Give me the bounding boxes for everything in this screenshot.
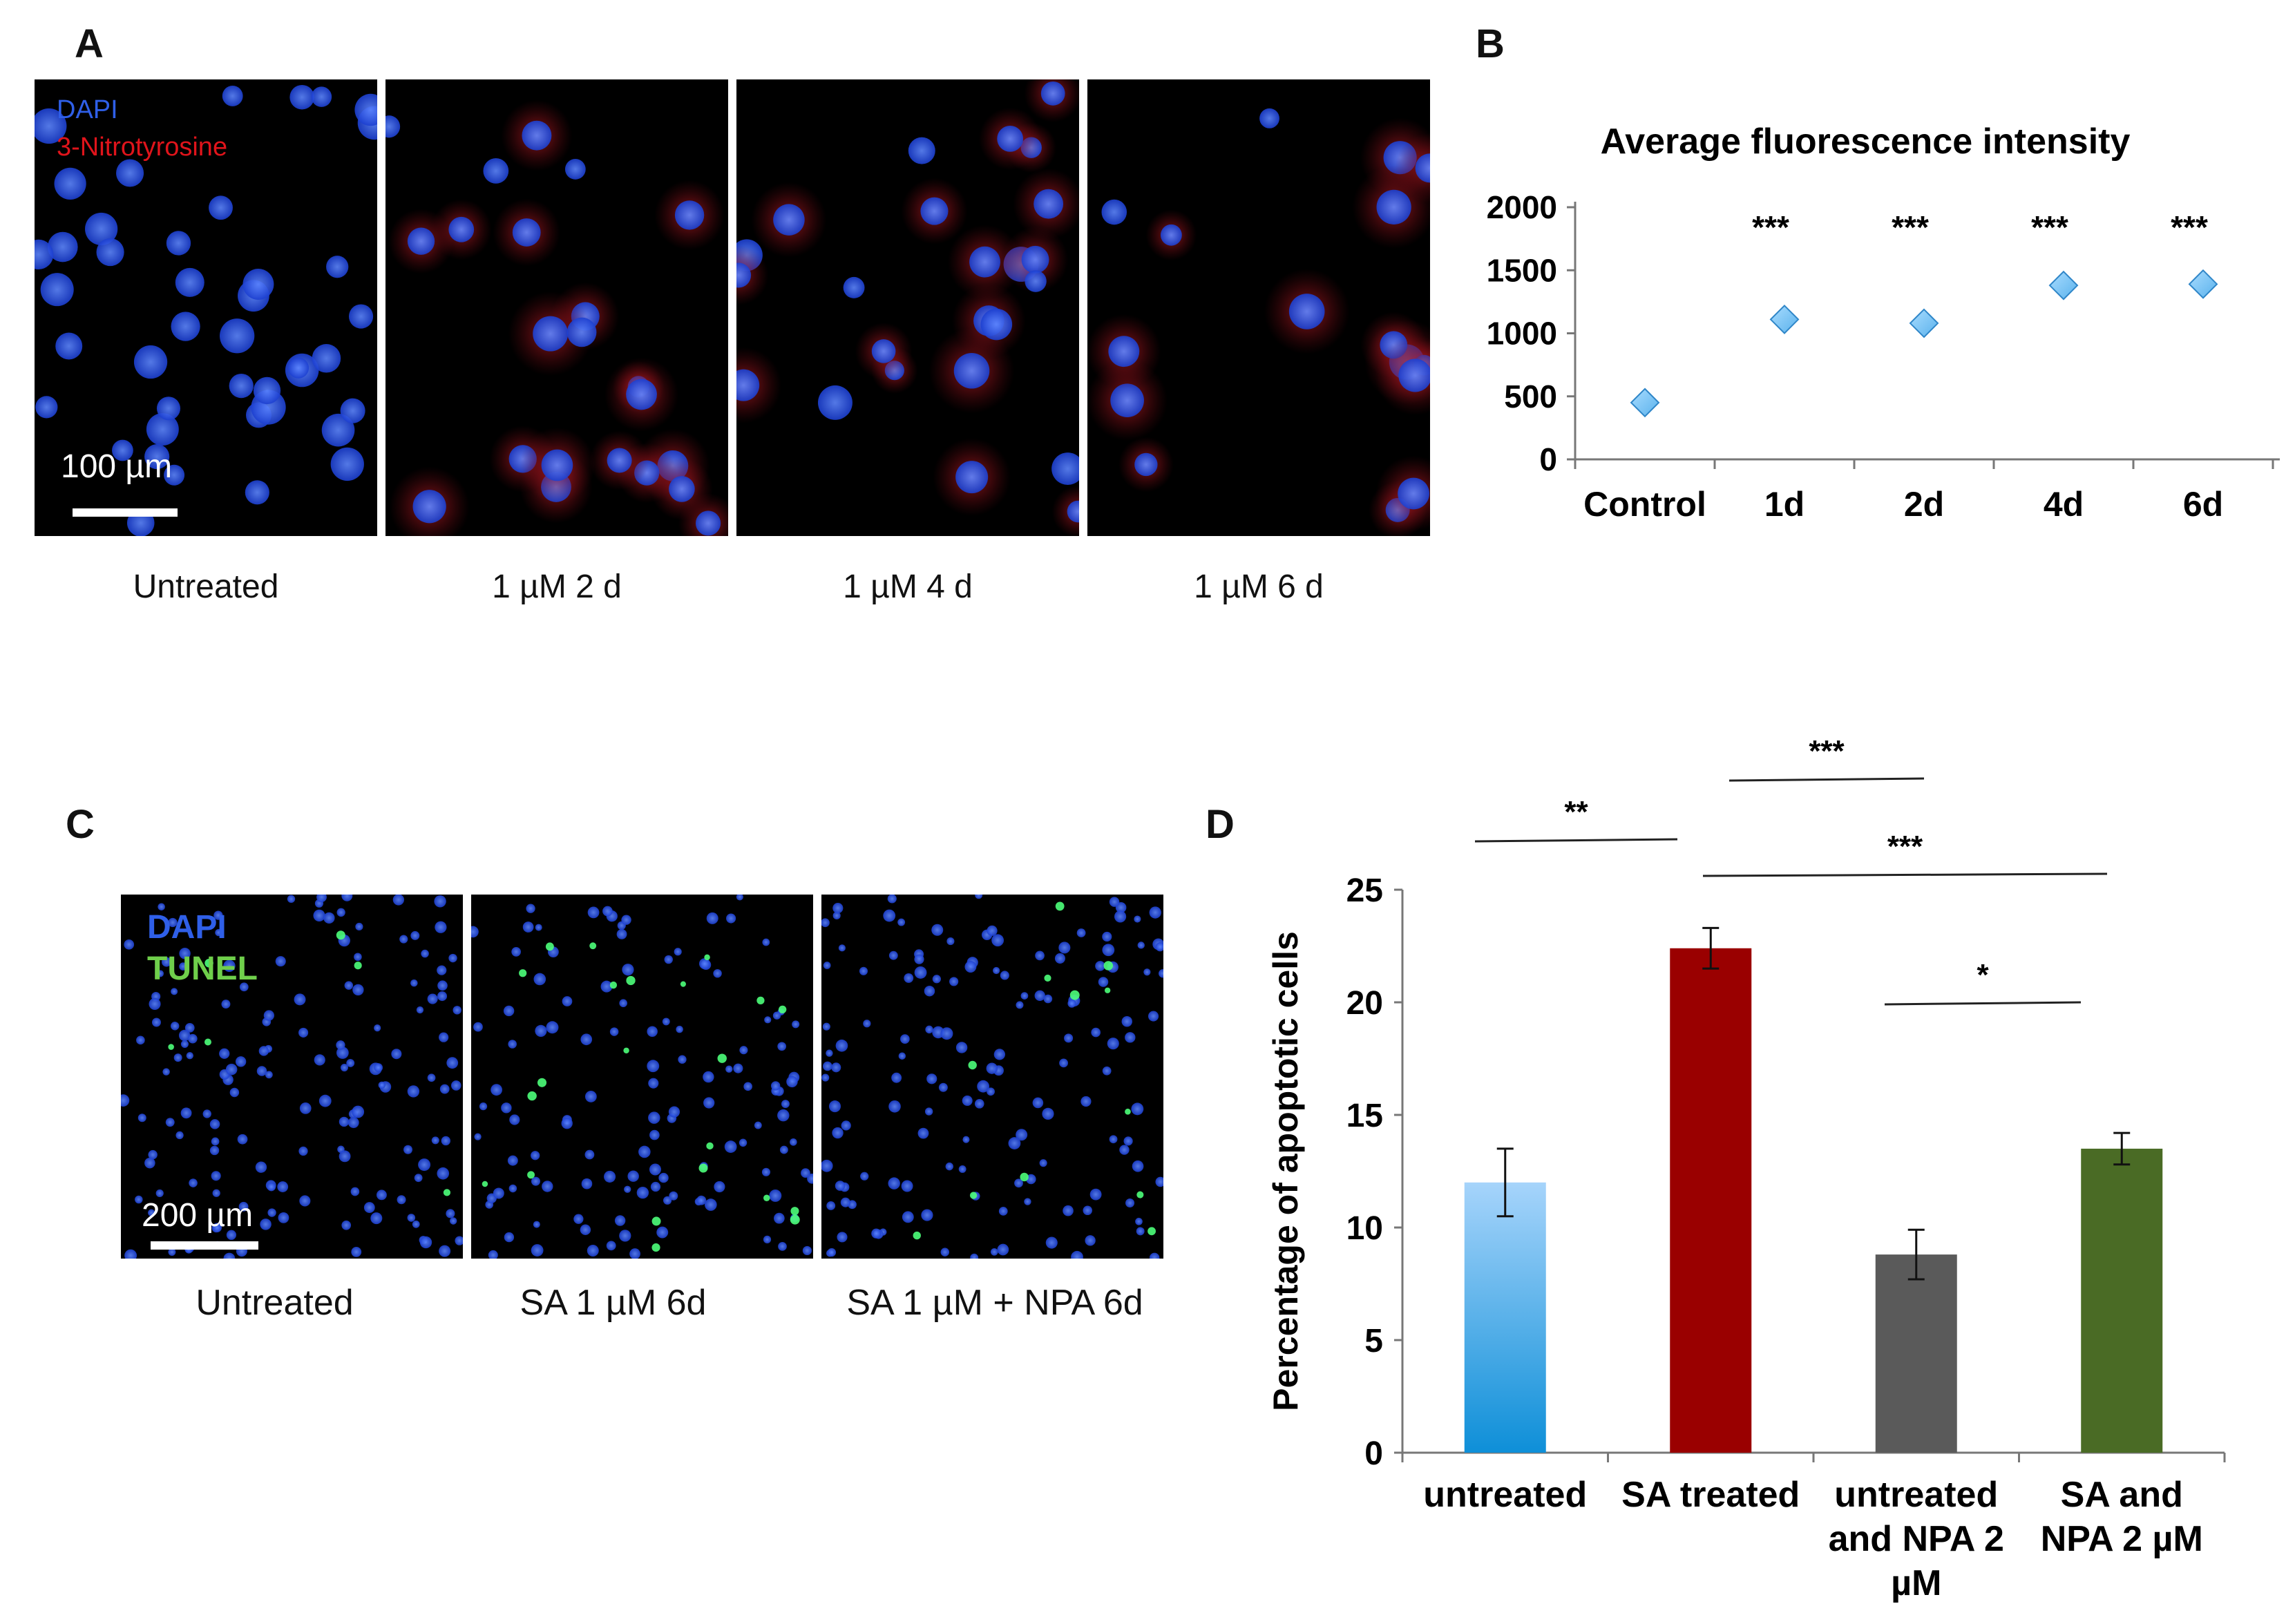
- chart-d-bar-2: [1875, 1254, 1957, 1453]
- legend-nitrotyrosine: 3-Nitrotyrosine: [57, 133, 228, 162]
- micrograph-4d: [736, 79, 1079, 536]
- caption-a-6d: 1 µM 6 d: [1194, 569, 1324, 605]
- chart-d-xtick-label: SA and: [2061, 1475, 2183, 1515]
- chart-b-point-1d: [1769, 305, 1800, 334]
- chart-b-ytick-label: 2000: [1487, 189, 1557, 225]
- panel-c-letter: C: [66, 802, 95, 847]
- scatter-chart-fluorescence: Average fluorescence intensity 0 500 1000 15…: [1487, 122, 2280, 524]
- chart-d-comparison-label: *: [1977, 958, 1989, 992]
- legend-dapi: DAPI: [57, 95, 118, 124]
- legend-dapi-c: DAPI: [147, 909, 227, 946]
- chart-b-xtick-label: Control: [1583, 485, 1706, 524]
- chart-b-ytick-label: 0: [1539, 441, 1557, 477]
- chart-d-xtick-label: SA treated: [1621, 1475, 1800, 1515]
- chart-b-ytick-label: 500: [1504, 379, 1557, 414]
- tunel-micrograph-sa-npa: [821, 895, 1163, 1259]
- chart-d-ytick-label: 15: [1346, 1098, 1383, 1134]
- tunel-micrograph-untreated: [121, 895, 463, 1259]
- chart-d-comparison-line: [1884, 1001, 2082, 1006]
- chart-d-bar-0: [1464, 1182, 1546, 1453]
- panel-b-letter: B: [1476, 21, 1505, 66]
- tunel-micrograph-sa: [471, 895, 813, 1259]
- chart-d-ylabel: Percentage of apoptotic cells: [1266, 931, 1305, 1411]
- chart-d-xtick-label: µM: [1891, 1563, 1941, 1603]
- legend-tunel: TUNEL: [147, 950, 258, 987]
- chart-b-significance: ***: [2171, 209, 2208, 245]
- caption-a-4d: 1 µM 4 d: [843, 569, 973, 605]
- micrograph-2d: [385, 79, 728, 536]
- chart-b-significance: ***: [1752, 209, 1789, 245]
- caption-a-untreated: Untreated: [133, 569, 279, 605]
- chart-d-xtick-label: NPA 2 µM: [2041, 1519, 2203, 1559]
- bar-chart-apoptotic: Percentage of apoptotic cells 0 5 10 15 20 25 u…: [1266, 734, 2226, 1603]
- chart-b-point-6d: [2188, 269, 2218, 299]
- chart-d-bar-1: [1670, 948, 1752, 1453]
- scale-label-200: 200 µm: [142, 1197, 254, 1234]
- chart-d-comparison-line: [1474, 838, 1678, 843]
- micrograph-6d: [1087, 79, 1430, 536]
- chart-b-xtick-label: 6d: [2183, 485, 2223, 524]
- chart-d-ytick-label: 0: [1364, 1435, 1383, 1472]
- chart-d-comparison-line: [1702, 872, 2108, 877]
- chart-d-ytick-label: 20: [1346, 985, 1383, 1022]
- chart-b-significance: ***: [1892, 209, 1929, 245]
- chart-b-xtick-label: 4d: [2044, 485, 2084, 524]
- chart-d-comparison-label: **: [1564, 795, 1588, 829]
- chart-b-point-control: [1630, 388, 1660, 418]
- chart-d-ytick-label: 5: [1364, 1323, 1383, 1359]
- panel-d-letter: D: [1206, 802, 1235, 847]
- caption-c-sa: SA 1 µM 6d: [520, 1283, 707, 1323]
- chart-b-ytick-label: 1000: [1487, 316, 1557, 352]
- scale-bar-200: [151, 1241, 258, 1250]
- chart-b-point-4d: [2048, 270, 2079, 300]
- caption-c-sa-npa: SA 1 µM + NPA 6d: [846, 1283, 1143, 1323]
- micrograph-untreated: [35, 79, 377, 536]
- chart-d-ytick-label: 10: [1346, 1210, 1383, 1247]
- scale-label-100: 100 µm: [61, 448, 173, 485]
- chart-d-ytick-label: 25: [1346, 872, 1383, 909]
- scale-bar-100: [73, 508, 178, 517]
- chart-b-xtick-label: 1d: [1764, 485, 1804, 524]
- panel-a-letter: A: [75, 21, 104, 66]
- chart-d-comparison-label: ***: [1887, 830, 1923, 863]
- chart-b-title: Average fluorescence intensity: [1601, 122, 2131, 162]
- chart-b-ytick-label: 1500: [1487, 252, 1557, 288]
- chart-d-xtick-label: untreated: [1423, 1475, 1587, 1515]
- caption-c-untreated: Untreated: [196, 1283, 354, 1323]
- chart-d-xtick-label: and NPA 2: [1829, 1519, 2004, 1559]
- chart-b-point-2d: [1909, 308, 1939, 338]
- chart-d-comparison-line: [1729, 777, 1925, 782]
- chart-b-xtick-label: 2d: [1904, 485, 1944, 524]
- caption-a-2d: 1 µM 2 d: [492, 569, 622, 605]
- chart-b-significance: ***: [2031, 209, 2068, 245]
- chart-d-xtick-label: untreated: [1834, 1475, 1998, 1515]
- chart-d-comparison-label: ***: [1809, 734, 1845, 768]
- chart-d-bar-3: [2081, 1148, 2163, 1453]
